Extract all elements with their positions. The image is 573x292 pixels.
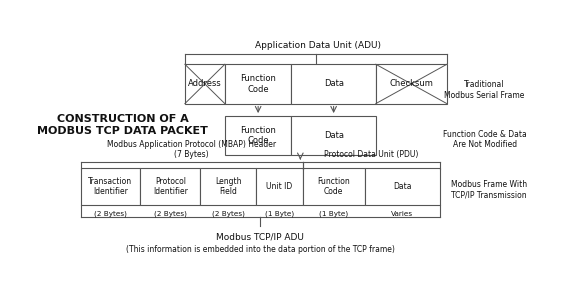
Text: Checksum: Checksum [390, 79, 433, 88]
Bar [185, 64, 225, 104]
Text: Application Data Unit (ADU): Application Data Unit (ADU) [255, 41, 381, 50]
Text: Length
Field: Length Field [215, 177, 241, 196]
Bar [225, 116, 292, 155]
Text: Traditional
Modbus Serial Frame: Traditional Modbus Serial Frame [445, 80, 525, 100]
Text: Function
Code: Function Code [317, 177, 350, 196]
Text: (1 Byte): (1 Byte) [319, 211, 348, 217]
Text: Varies: Varies [391, 211, 414, 217]
Bar [365, 168, 440, 205]
Bar [256, 168, 303, 205]
Text: (1 Byte): (1 Byte) [265, 211, 294, 217]
Text: (2 Bytes): (2 Bytes) [154, 211, 187, 217]
Text: Modbus Application Protocol (MBAP) Header
(7 Bytes): Modbus Application Protocol (MBAP) Heade… [107, 140, 276, 159]
Text: CONSTRUCTION OF A
MODBUS TCP DATA PACKET: CONSTRUCTION OF A MODBUS TCP DATA PACKET [37, 114, 208, 136]
Text: Data: Data [324, 79, 344, 88]
Text: Modbus TCP/IP ADU: Modbus TCP/IP ADU [217, 233, 304, 242]
Bar [376, 64, 447, 104]
Text: Address: Address [188, 79, 222, 88]
Bar [140, 168, 201, 205]
Text: Data: Data [393, 182, 412, 191]
Bar [303, 168, 365, 205]
Bar [225, 64, 292, 104]
Text: Function Code & Data
Are Not Modified: Function Code & Data Are Not Modified [443, 130, 527, 149]
Text: Function
Code: Function Code [240, 126, 276, 145]
Bar [292, 64, 376, 104]
Text: Modbus Frame With
TCP/IP Transmission: Modbus Frame With TCP/IP Transmission [451, 180, 527, 200]
Bar [201, 168, 256, 205]
Text: Protocol Data Unit (PDU): Protocol Data Unit (PDU) [324, 150, 418, 159]
Text: Transaction
Identifier: Transaction Identifier [88, 177, 132, 196]
Text: Unit ID: Unit ID [266, 182, 292, 191]
Text: Data: Data [324, 131, 344, 140]
Text: (2 Bytes): (2 Bytes) [94, 211, 127, 217]
Text: (This information is embedded into the data portion of the TCP frame): (This information is embedded into the d… [126, 245, 395, 254]
Text: Protocol
Identifier: Protocol Identifier [153, 177, 188, 196]
Text: (2 Bytes): (2 Bytes) [212, 211, 245, 217]
Bar [80, 168, 140, 205]
Text: Function
Code: Function Code [240, 74, 276, 94]
Bar [292, 116, 376, 155]
